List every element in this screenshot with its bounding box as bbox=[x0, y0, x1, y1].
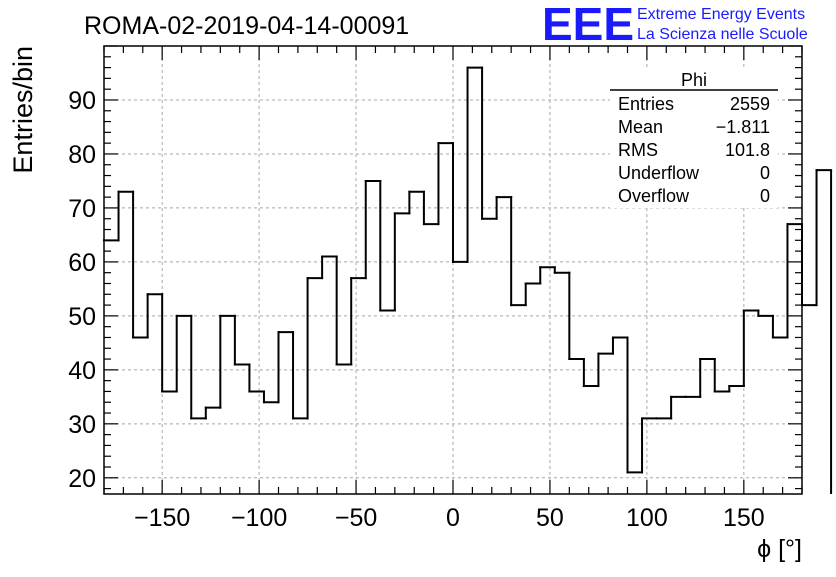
stats-mean-value: −1.811 bbox=[716, 117, 770, 137]
y-tick-label: 80 bbox=[68, 141, 96, 169]
eee-logo-line1: Extreme Energy Events bbox=[637, 6, 805, 23]
stats-title: Phi bbox=[681, 70, 707, 90]
chart-title: ROMA-02-2019-04-14-00091 bbox=[84, 12, 409, 40]
stats-rms-value: 101.8 bbox=[725, 140, 770, 160]
y-tick-label: 90 bbox=[68, 87, 96, 115]
x-tick-label: −100 bbox=[231, 504, 287, 532]
y-tick-label: 30 bbox=[68, 411, 96, 439]
eee-logo: EEE Extreme Energy Events La Scienza nel… bbox=[542, 0, 808, 50]
tick-layer bbox=[103, 45, 803, 494]
x-axis-label: ϕ [°] bbox=[757, 535, 802, 563]
y-axis-label: Entries/bin bbox=[8, 46, 38, 174]
x-tick-label: −50 bbox=[335, 504, 377, 532]
eee-logo-line2: La Scienza nelle Scuole bbox=[637, 26, 808, 43]
y-tick-label: 70 bbox=[68, 195, 96, 223]
stats-rms-label: RMS bbox=[618, 140, 658, 160]
x-tick-label: 50 bbox=[536, 504, 564, 532]
y-tick-label: 20 bbox=[68, 465, 96, 493]
y-tick-label: 40 bbox=[68, 357, 96, 385]
y-tick-label: 50 bbox=[68, 303, 96, 331]
x-tick-label: 150 bbox=[723, 504, 765, 532]
stats-box: Phi Entries 2559 Mean −1.811 RMS 101.8 U… bbox=[610, 70, 778, 208]
stats-overflow-label: Overflow bbox=[618, 186, 690, 206]
stats-entries-label: Entries bbox=[618, 94, 674, 114]
y-tick-label: 60 bbox=[68, 249, 96, 277]
x-tick-label: −150 bbox=[134, 504, 190, 532]
stats-box-background bbox=[610, 70, 778, 208]
stats-underflow-value: 0 bbox=[760, 163, 770, 183]
tick-label-layer: −150 −100 −50 0 50 100 150 20 30 40 50 60 70 80 90 bbox=[68, 87, 765, 532]
eee-logo-mark: EEE bbox=[542, 0, 634, 50]
stats-overflow-value: 0 bbox=[760, 186, 770, 206]
x-tick-label: 0 bbox=[446, 504, 460, 532]
stats-mean-label: Mean bbox=[618, 117, 663, 137]
stats-underflow-label: Underflow bbox=[618, 163, 700, 183]
stats-entries-value: 2559 bbox=[730, 94, 770, 114]
x-tick-label: 100 bbox=[626, 504, 668, 532]
